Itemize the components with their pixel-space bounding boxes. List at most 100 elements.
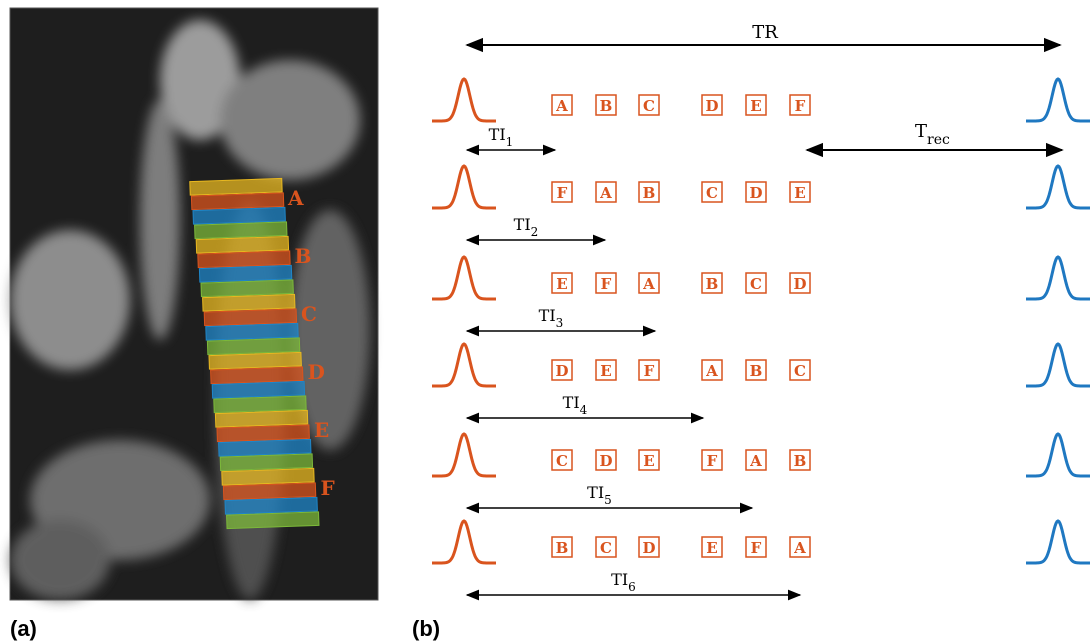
slice-letter: C [750, 275, 762, 293]
ti-main: TI [611, 570, 628, 589]
slice-letter: D [642, 539, 655, 557]
slab [196, 236, 288, 253]
slice-letter: E [706, 539, 717, 557]
slice-letter: F [707, 452, 718, 470]
trec-label: Trec [915, 121, 950, 148]
slab [209, 352, 301, 369]
slice-letter: B [706, 275, 719, 293]
next-pulse [1026, 79, 1090, 121]
ti-main: TI [539, 306, 556, 325]
slice-letter: D [705, 97, 718, 115]
slab-label: B [295, 244, 312, 268]
slice-letter: B [600, 97, 613, 115]
slab [190, 178, 282, 195]
slice-letter: E [794, 184, 805, 202]
ti-label: TI2 [514, 215, 539, 239]
ti-main: TI [563, 393, 580, 412]
slice-letter: D [793, 275, 806, 293]
ti-label: TI5 [587, 483, 612, 507]
slab-label: A [287, 186, 304, 210]
next-pulse [1026, 344, 1090, 386]
slab [203, 294, 295, 311]
slice-letter: E [556, 275, 567, 293]
slab [211, 367, 303, 384]
ti-label: TI3 [539, 306, 564, 330]
slab [227, 512, 319, 529]
trec-sub: rec [927, 132, 950, 148]
ti-sub: 4 [580, 403, 588, 417]
slice-letter: A [555, 97, 568, 115]
excitation-pulse [432, 521, 496, 563]
slab-label: C [301, 302, 317, 326]
slice-letter: B [750, 362, 763, 380]
slice-letter: F [557, 184, 568, 202]
ti-main: TI [587, 483, 604, 502]
slab-label: E [314, 418, 329, 442]
ti-sub: 6 [628, 580, 636, 594]
next-pulse [1026, 257, 1090, 299]
ti-main: TI [514, 215, 531, 234]
slab [222, 468, 314, 485]
excitation-pulse [432, 344, 496, 386]
figure: ABCDEF (a) (b) TR Trec ABCDEFTI1FABCDETI… [0, 0, 1091, 644]
slab [201, 280, 293, 297]
slice-letter: F [751, 539, 762, 557]
slab [219, 439, 311, 456]
slab [217, 425, 309, 442]
panel-label: (a) [10, 616, 37, 641]
slice-letter: B [794, 452, 807, 470]
slice-letter: C [794, 362, 806, 380]
slab [225, 497, 317, 514]
slice-letter: E [600, 362, 611, 380]
slice-letter: C [706, 184, 718, 202]
ti-main: TI [489, 125, 506, 144]
slice-letter: A [599, 184, 612, 202]
excitation-pulse [432, 257, 496, 299]
slice-letter: C [600, 539, 612, 557]
slab [206, 323, 298, 340]
slab [220, 454, 312, 471]
tr-label: TR [752, 22, 778, 43]
panel-label: (b) [412, 616, 440, 641]
excitation-pulse [432, 434, 496, 476]
slab [204, 309, 296, 326]
slice-letter: B [643, 184, 656, 202]
slice-letter: F [795, 97, 806, 115]
slice-letter: A [642, 275, 655, 293]
slab [193, 207, 285, 224]
slice-letter: B [556, 539, 569, 557]
ti-sub: 1 [506, 135, 514, 149]
slice-letter: E [750, 97, 761, 115]
slice-letter: C [556, 452, 568, 470]
slab [212, 381, 304, 398]
excitation-pulse [432, 166, 496, 208]
ti-sub: 5 [604, 493, 612, 507]
slab [215, 410, 307, 427]
trec-main: T [915, 121, 927, 142]
ti-label: TI1 [489, 125, 514, 149]
slab [207, 338, 299, 355]
slice-letter: A [705, 362, 718, 380]
slice-letter: A [749, 452, 762, 470]
slab [191, 193, 283, 210]
slab [195, 222, 287, 239]
slice-letter: E [643, 452, 654, 470]
slab [199, 265, 291, 282]
mri-image [10, 8, 378, 600]
ti-label: TI4 [563, 393, 588, 417]
ti-label: TI6 [611, 570, 636, 594]
slice-letter: A [793, 539, 806, 557]
next-pulse [1026, 434, 1090, 476]
next-pulse [1026, 166, 1090, 208]
slab [214, 396, 306, 413]
excitation-pulse [432, 79, 496, 121]
next-pulse [1026, 521, 1090, 563]
slab-label: D [308, 360, 325, 384]
slice-letter: F [601, 275, 612, 293]
slice-letter: D [749, 184, 762, 202]
slab [223, 483, 315, 500]
ti-sub: 2 [531, 225, 539, 239]
slab [198, 251, 290, 268]
slice-letter: C [643, 97, 655, 115]
